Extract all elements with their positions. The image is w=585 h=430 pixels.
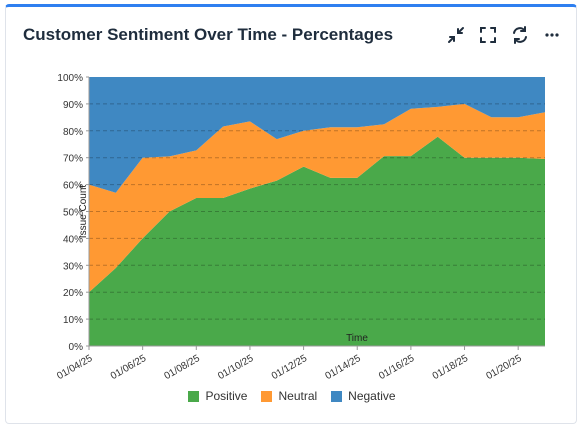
x-tick-label: 01/18/25 xyxy=(431,353,471,382)
area-negative xyxy=(89,77,545,193)
y-tick-label: 0% xyxy=(69,342,84,353)
y-tick-label: 50% xyxy=(63,208,83,219)
area-neutral xyxy=(89,103,545,293)
more-icon[interactable] xyxy=(542,25,562,45)
y-tick-label: 80% xyxy=(63,127,83,138)
legend-label: Positive xyxy=(205,389,248,403)
y-tick-label: 100% xyxy=(57,73,83,84)
legend-swatch xyxy=(261,390,273,402)
y-tick-label: 60% xyxy=(63,181,83,192)
area-chart: 0% 10% 20% 30% 40% 50% 60% 70% 80% 90% 100% 01/04/2… xyxy=(55,73,545,382)
card-title: Customer Sentiment Over Time - Percentag… xyxy=(23,25,394,44)
legend-swatch xyxy=(188,390,200,402)
x-tick-label: 01/14/25 xyxy=(324,353,364,382)
x-tick-label: 01/06/25 xyxy=(109,353,149,382)
x-tick-label: 01/12/25 xyxy=(270,353,310,382)
y-axis-label: Issue Count xyxy=(78,185,89,239)
legend-item-neutral[interactable]: Neutral xyxy=(261,389,317,403)
collapse-icon[interactable] xyxy=(446,25,466,45)
refresh-icon[interactable] xyxy=(510,25,530,45)
chart-card: Customer Sentiment Over Time - Percentag… xyxy=(5,4,577,424)
x-tick-label: 01/04/25 xyxy=(55,353,95,382)
x-tick-label: 01/10/25 xyxy=(216,353,256,382)
legend-label: Neutral xyxy=(278,389,318,403)
fullscreen-icon[interactable] xyxy=(478,25,498,45)
y-tick-label: 20% xyxy=(63,288,83,299)
card-toolbar xyxy=(446,25,562,45)
legend-item-negative[interactable]: Negative xyxy=(331,389,396,403)
area-positive xyxy=(89,136,545,346)
y-tick-label: 10% xyxy=(63,315,83,326)
y-tick-label: 70% xyxy=(63,154,83,165)
y-tick-label: 40% xyxy=(63,234,83,245)
legend-label: Negative xyxy=(348,389,396,403)
x-axis-label: Time xyxy=(346,333,368,344)
x-tick-label: 01/16/25 xyxy=(377,353,417,382)
x-tick-label: 01/08/25 xyxy=(163,353,203,382)
x-tick-label: 01/20/25 xyxy=(484,353,524,382)
chart-legend: Positive Neutral Negative xyxy=(6,389,578,403)
legend-item-positive[interactable]: Positive xyxy=(188,389,247,403)
legend-swatch xyxy=(331,390,343,402)
y-tick-label: 90% xyxy=(63,100,83,111)
y-tick-label: 30% xyxy=(63,261,83,272)
